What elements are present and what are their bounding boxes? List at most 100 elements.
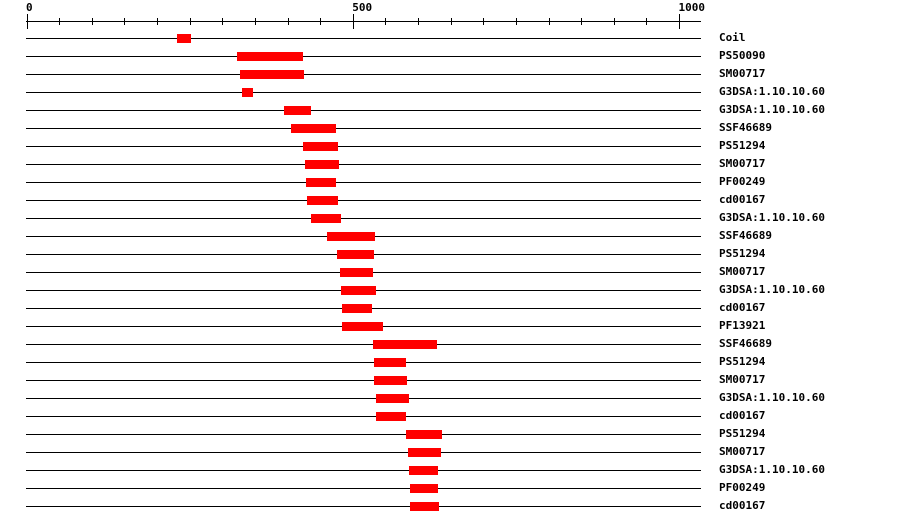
feature-bar[interactable] — [326, 232, 375, 241]
feature-bar[interactable] — [339, 268, 373, 277]
track-line — [26, 110, 701, 111]
feature-label: PS51294 — [719, 355, 766, 368]
feature-row: PF00249 — [0, 480, 900, 498]
feature-label: SM00717 — [719, 157, 766, 170]
feature-row: PS51294 — [0, 354, 900, 372]
feature-row: G3DSA:1.10.10.60 — [0, 282, 900, 300]
feature-bar[interactable] — [410, 502, 439, 511]
feature-label: SM00717 — [719, 373, 766, 386]
feature-label: cd00167 — [719, 409, 766, 422]
track-line — [26, 398, 701, 399]
feature-bar[interactable] — [305, 160, 340, 169]
feature-bar[interactable] — [284, 106, 311, 115]
scale-axis — [26, 14, 701, 29]
feature-label: G3DSA:1.10.10.60 — [719, 463, 825, 476]
feature-row: SM00717 — [0, 444, 900, 462]
feature-label: SSF46689 — [719, 337, 772, 350]
feature-label: PS51294 — [719, 427, 766, 440]
feature-row: G3DSA:1.10.10.60 — [0, 210, 900, 228]
tick-label: 500 — [352, 1, 373, 14]
feature-row: PS51294 — [0, 138, 900, 156]
feature-row: PS51294 — [0, 246, 900, 264]
feature-bar[interactable] — [337, 250, 375, 259]
feature-bar[interactable] — [341, 304, 373, 313]
feature-row: SM00717 — [0, 264, 900, 282]
track-line — [26, 218, 701, 219]
track-line — [26, 92, 701, 93]
feature-bar[interactable] — [303, 142, 338, 151]
track-line — [26, 488, 701, 489]
track-line — [26, 74, 701, 75]
track-line — [26, 434, 701, 435]
feature-row: PS51294 — [0, 426, 900, 444]
feature-label: G3DSA:1.10.10.60 — [719, 103, 825, 116]
feature-row: SM00717 — [0, 66, 900, 84]
feature-bar[interactable] — [374, 358, 407, 367]
feature-bar[interactable] — [237, 52, 304, 61]
feature-bar[interactable] — [410, 484, 439, 493]
feature-bar[interactable] — [408, 466, 439, 475]
feature-row: PF00249 — [0, 174, 900, 192]
feature-row: G3DSA:1.10.10.60 — [0, 390, 900, 408]
track-line — [26, 182, 701, 183]
feature-bar[interactable] — [376, 394, 409, 403]
feature-label: G3DSA:1.10.10.60 — [719, 85, 825, 98]
feature-bar[interactable] — [376, 412, 407, 421]
feature-bar[interactable] — [341, 322, 383, 331]
feature-label: Coil — [719, 31, 746, 44]
feature-bar[interactable] — [408, 448, 442, 457]
feature-bar[interactable] — [341, 286, 377, 295]
feature-label: G3DSA:1.10.10.60 — [719, 283, 825, 296]
feature-bar[interactable] — [290, 124, 336, 133]
feature-label: PF00249 — [719, 481, 766, 494]
feature-label: G3DSA:1.10.10.60 — [719, 391, 825, 404]
feature-bar[interactable] — [406, 430, 443, 439]
feature-label: PS50090 — [719, 49, 766, 62]
feature-row: SSF46689 — [0, 228, 900, 246]
feature-label: cd00167 — [719, 193, 766, 206]
feature-row: SSF46689 — [0, 120, 900, 138]
feature-row: G3DSA:1.10.10.60 — [0, 102, 900, 120]
feature-label: SM00717 — [719, 445, 766, 458]
feature-row: PF13921 — [0, 318, 900, 336]
feature-row: SM00717 — [0, 372, 900, 390]
feature-bar[interactable] — [241, 88, 253, 97]
feature-row: SM00717 — [0, 156, 900, 174]
track-line — [26, 506, 701, 507]
feature-row: cd00167 — [0, 408, 900, 426]
feature-row: cd00167 — [0, 300, 900, 318]
feature-row: cd00167 — [0, 192, 900, 210]
feature-bar[interactable] — [372, 340, 437, 349]
track-line — [26, 344, 701, 345]
feature-row: G3DSA:1.10.10.60 — [0, 84, 900, 102]
track-line — [26, 200, 701, 201]
feature-bar[interactable] — [310, 214, 341, 223]
feature-row: G3DSA:1.10.10.60 — [0, 462, 900, 480]
feature-label: SSF46689 — [719, 121, 772, 134]
tick-label: 1000 — [678, 1, 706, 14]
tick-label: 0 — [26, 1, 33, 14]
track-line — [26, 56, 701, 57]
feature-bar[interactable] — [239, 70, 304, 79]
feature-row: cd00167 — [0, 498, 900, 516]
feature-bar[interactable] — [176, 34, 191, 43]
feature-label: PS51294 — [719, 139, 766, 152]
track-line — [26, 38, 701, 39]
feature-bar[interactable] — [374, 376, 407, 385]
feature-label: SM00717 — [719, 67, 766, 80]
feature-label: PS51294 — [719, 247, 766, 260]
feature-row: Coil — [0, 30, 900, 48]
feature-label: cd00167 — [719, 301, 766, 314]
feature-bar[interactable] — [305, 178, 336, 187]
feature-label: PF00249 — [719, 175, 766, 188]
track-line — [26, 146, 701, 147]
track-line — [26, 128, 701, 129]
track-line — [26, 362, 701, 363]
track-line — [26, 416, 701, 417]
track-line — [26, 164, 701, 165]
feature-label: cd00167 — [719, 499, 766, 512]
track-line — [26, 452, 701, 453]
feature-label: SM00717 — [719, 265, 766, 278]
feature-bar[interactable] — [307, 196, 338, 205]
feature-label: G3DSA:1.10.10.60 — [719, 211, 825, 224]
